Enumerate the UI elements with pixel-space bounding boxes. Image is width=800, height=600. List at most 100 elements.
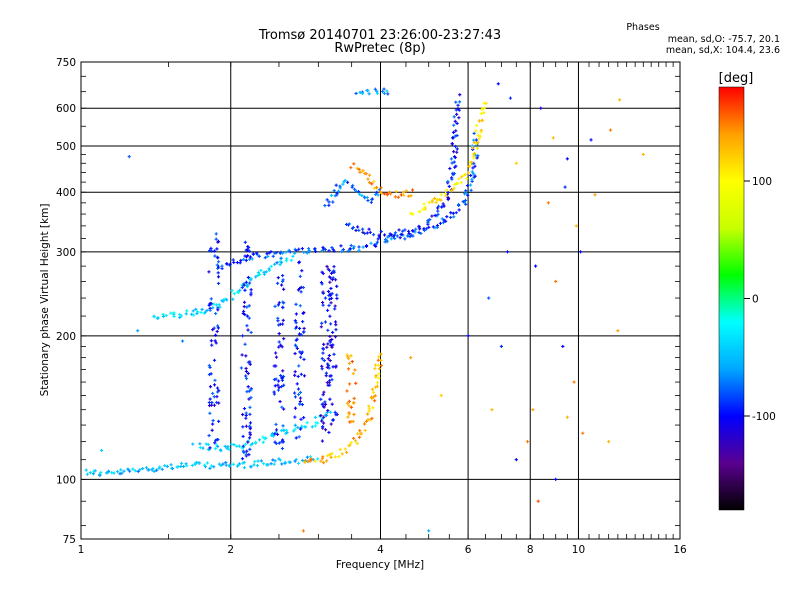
echo-point [508, 96, 513, 100]
echo-point [190, 312, 194, 316]
echo-point [313, 415, 318, 419]
echo-point [207, 303, 211, 307]
echo-point [382, 87, 386, 91]
echo-point [248, 447, 252, 451]
echo-point [452, 115, 456, 119]
echo-point [248, 362, 252, 366]
echo-point [419, 231, 423, 236]
echo-point [227, 447, 231, 452]
echo-point [453, 144, 458, 149]
echo-point [474, 123, 479, 128]
echo-point [276, 383, 280, 387]
echo-point [302, 250, 306, 254]
data-points [84, 82, 645, 533]
echo-point [472, 131, 476, 136]
echo-point [454, 129, 458, 133]
echo-point [169, 463, 173, 467]
echo-point [215, 395, 219, 399]
echo-point [256, 459, 260, 463]
echo-point [164, 313, 168, 318]
echo-point [347, 361, 351, 366]
echo-point [347, 399, 351, 403]
echo-point [363, 428, 367, 433]
echo-point [274, 351, 278, 355]
echo-point [281, 440, 285, 444]
echo-point [241, 334, 245, 338]
echo-point [321, 455, 325, 459]
echo-point [178, 315, 182, 320]
echo-point [207, 270, 211, 274]
echo-point [430, 214, 434, 218]
echo-point [423, 207, 427, 211]
echo-point [280, 251, 285, 255]
echo-point [326, 342, 330, 346]
echo-point [185, 309, 189, 313]
echo-point [322, 342, 326, 346]
echo-point [357, 167, 361, 171]
echo-point [242, 305, 246, 309]
echo-point [265, 463, 269, 467]
echo-point [208, 301, 212, 306]
echo-point [355, 441, 359, 446]
echo-point [208, 466, 212, 470]
x-tick-labels: 1 2 4 6 8 10 16 [78, 544, 687, 556]
echo-point [320, 249, 324, 253]
echo-point [248, 421, 253, 425]
echo-point [367, 180, 372, 185]
echo-point [248, 433, 252, 437]
echo-point [247, 397, 251, 401]
echo-point [375, 89, 379, 93]
echo-point [561, 344, 565, 349]
echo-point [356, 225, 360, 229]
echo-point [298, 274, 302, 278]
echo-point [296, 392, 301, 397]
echo-point [213, 333, 218, 337]
echo-point [406, 229, 411, 233]
echo-point [208, 385, 213, 389]
echo-point [370, 387, 375, 391]
echo-point [278, 458, 282, 462]
echo-point [352, 412, 356, 417]
echo-point [366, 198, 370, 203]
echo-point [265, 252, 269, 256]
echo-point [192, 313, 196, 317]
echo-point [215, 263, 219, 267]
echo-point [269, 264, 273, 269]
echo-point [476, 154, 480, 158]
echo-point [316, 457, 320, 461]
echo-point [293, 406, 298, 410]
echo-point [213, 254, 217, 258]
echo-point [245, 324, 249, 328]
echo-point [422, 202, 426, 206]
echo-point [296, 374, 300, 379]
echo-point [199, 310, 203, 315]
echo-point [264, 270, 268, 274]
echo-point [205, 308, 209, 313]
echo-point [282, 337, 286, 341]
echo-point [223, 444, 227, 448]
echo-point [243, 240, 247, 244]
echo-point [382, 233, 387, 237]
echo-point [393, 231, 398, 235]
echo-point [248, 405, 252, 409]
echo-point [293, 395, 298, 399]
echo-point [482, 111, 486, 115]
echo-point [299, 333, 304, 337]
echo-point [367, 227, 371, 231]
echo-point [393, 195, 397, 199]
echo-point [280, 345, 284, 349]
echo-point [366, 418, 370, 422]
echo-point [224, 262, 229, 266]
echo-point [216, 271, 220, 275]
echo-point [280, 376, 284, 381]
y-tick-label: 300 [56, 247, 76, 259]
echo-point [245, 283, 249, 287]
echo-point [380, 89, 385, 94]
echo-point [244, 366, 248, 371]
echo-point [207, 363, 211, 368]
echo-point [329, 271, 334, 275]
echo-point [375, 186, 379, 190]
echo-point [127, 155, 131, 159]
echo-point [209, 339, 213, 343]
echo-point [432, 196, 437, 201]
